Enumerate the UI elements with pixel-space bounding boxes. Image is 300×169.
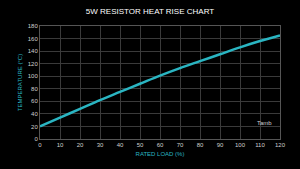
svg-text:60: 60 [31,98,38,104]
svg-text:Tamb: Tamb [257,120,272,126]
svg-text:120: 120 [275,142,286,148]
svg-text:40: 40 [31,111,38,117]
svg-text:RATED LOAD (%): RATED LOAD (%) [136,151,185,157]
svg-text:0: 0 [38,142,42,148]
svg-text:70: 70 [177,142,184,148]
svg-text:0: 0 [34,136,38,142]
svg-text:TEMPERATURE (°C): TEMPERATURE (°C) [17,54,23,111]
svg-text:180: 180 [28,23,39,29]
svg-text:160: 160 [28,36,39,42]
svg-text:140: 140 [28,48,39,54]
svg-text:20: 20 [31,124,38,130]
svg-text:20: 20 [77,142,84,148]
svg-text:100: 100 [235,142,246,148]
svg-text:100: 100 [28,73,39,79]
svg-text:60: 60 [157,142,164,148]
svg-text:30: 30 [97,142,104,148]
svg-text:110: 110 [255,142,265,148]
svg-text:5W RESISTOR HEAT RISE CHART: 5W RESISTOR HEAT RISE CHART [86,7,214,16]
svg-text:40: 40 [117,142,124,148]
svg-text:80: 80 [197,142,204,148]
svg-text:90: 90 [217,142,224,148]
svg-text:10: 10 [57,142,64,148]
svg-text:120: 120 [28,61,39,67]
svg-text:50: 50 [137,142,144,148]
svg-text:80: 80 [31,86,38,92]
